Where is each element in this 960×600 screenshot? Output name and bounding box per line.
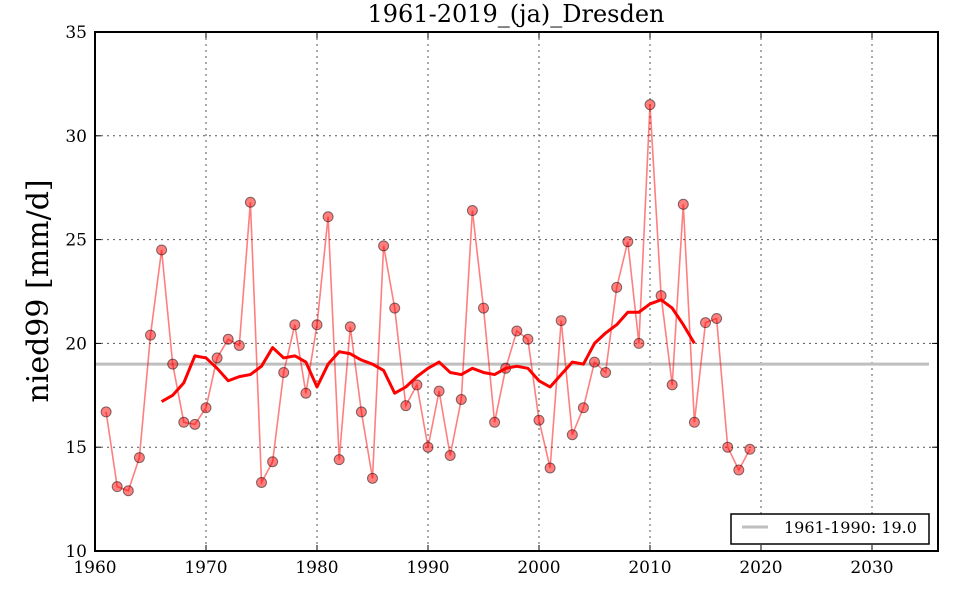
x-tick-label: 2000 bbox=[517, 558, 560, 578]
annual-point bbox=[544, 462, 556, 474]
x-tick-label: 1960 bbox=[73, 558, 116, 578]
annual-point bbox=[244, 196, 256, 208]
annual-point bbox=[167, 358, 179, 370]
annual-point bbox=[633, 337, 645, 349]
annual-point bbox=[400, 400, 412, 412]
y-tick-label: 25 bbox=[65, 231, 87, 251]
annual-point bbox=[289, 319, 301, 331]
y-axis: 10 15 20 25 30 35 bbox=[65, 23, 938, 562]
annual-point bbox=[355, 406, 367, 418]
annual-point bbox=[478, 302, 489, 314]
annual-point bbox=[311, 319, 323, 331]
annual-point bbox=[300, 387, 312, 399]
annual-point bbox=[666, 379, 678, 391]
chart-title: 1961-2019_(ja)_Dresden bbox=[368, 0, 665, 28]
annual-point bbox=[555, 315, 567, 327]
annual-point bbox=[156, 244, 168, 256]
annual-point bbox=[211, 352, 223, 364]
annual-point bbox=[566, 429, 578, 441]
annual-point bbox=[411, 379, 423, 391]
x-tick-label: 2020 bbox=[739, 558, 782, 578]
annual-series bbox=[100, 99, 756, 497]
annual-point bbox=[744, 443, 756, 455]
annual-point bbox=[333, 454, 345, 466]
annual-point bbox=[322, 211, 334, 223]
x-tick-label: 1990 bbox=[406, 558, 449, 578]
annual-point bbox=[200, 402, 212, 414]
y-tick-label: 30 bbox=[65, 127, 87, 147]
annual-point bbox=[278, 366, 290, 378]
annual-point bbox=[611, 281, 623, 293]
annual-point bbox=[422, 441, 434, 453]
legend: 1961-1990: 19.0 bbox=[730, 513, 930, 545]
moving-average-line bbox=[160, 298, 696, 403]
annual-point bbox=[577, 402, 589, 414]
annual-point bbox=[733, 464, 745, 476]
y-tick-label: 15 bbox=[65, 438, 87, 458]
plot-frame bbox=[94, 31, 939, 552]
y-tick-label: 20 bbox=[65, 334, 87, 354]
annual-point bbox=[100, 406, 112, 418]
y-tick-label: 35 bbox=[65, 23, 87, 43]
annual-point bbox=[433, 385, 445, 397]
annual-point bbox=[233, 339, 245, 351]
x-axis: 1960 1970 1980 1990 2000 2010 2020 2030 bbox=[73, 32, 894, 578]
annual-point bbox=[178, 416, 190, 428]
moving-average-series bbox=[160, 298, 696, 403]
x-tick-label: 1970 bbox=[184, 558, 227, 578]
annual-point bbox=[111, 481, 123, 493]
annual-point bbox=[344, 321, 356, 333]
x-tick-label: 2010 bbox=[628, 558, 671, 578]
annual-point bbox=[688, 416, 700, 428]
annual-point bbox=[222, 333, 234, 345]
annual-point bbox=[722, 441, 734, 453]
annual-point bbox=[145, 329, 156, 341]
annual-point bbox=[589, 356, 600, 368]
annual-point bbox=[444, 450, 456, 462]
annual-point bbox=[700, 317, 711, 329]
annual-point bbox=[378, 240, 390, 252]
y-axis-label: nied99 [mm/d] bbox=[21, 179, 56, 402]
annual-point bbox=[267, 456, 279, 468]
annual-point bbox=[455, 393, 467, 405]
annual-point bbox=[133, 452, 145, 464]
annual-point bbox=[511, 325, 523, 337]
annual-point bbox=[644, 99, 656, 111]
annual-point bbox=[256, 476, 267, 488]
annual-point bbox=[122, 485, 134, 497]
annual-point bbox=[600, 366, 612, 378]
annual-point bbox=[711, 312, 723, 324]
annual-point bbox=[522, 333, 534, 345]
legend-box bbox=[730, 513, 930, 545]
annual-point bbox=[489, 416, 501, 428]
x-tick-label: 2030 bbox=[850, 558, 893, 578]
annual-point bbox=[677, 198, 689, 210]
annual-point bbox=[466, 205, 478, 217]
gridlines bbox=[95, 32, 938, 551]
annual-point bbox=[622, 236, 634, 248]
annual-point bbox=[389, 302, 401, 314]
legend-entry-baseline: 1961-1990: 19.0 bbox=[784, 518, 917, 537]
annual-point bbox=[367, 472, 378, 484]
annual-point bbox=[189, 418, 201, 430]
annual-point bbox=[533, 414, 545, 426]
y-tick-label: 10 bbox=[65, 542, 87, 562]
x-tick-label: 1980 bbox=[295, 558, 338, 578]
